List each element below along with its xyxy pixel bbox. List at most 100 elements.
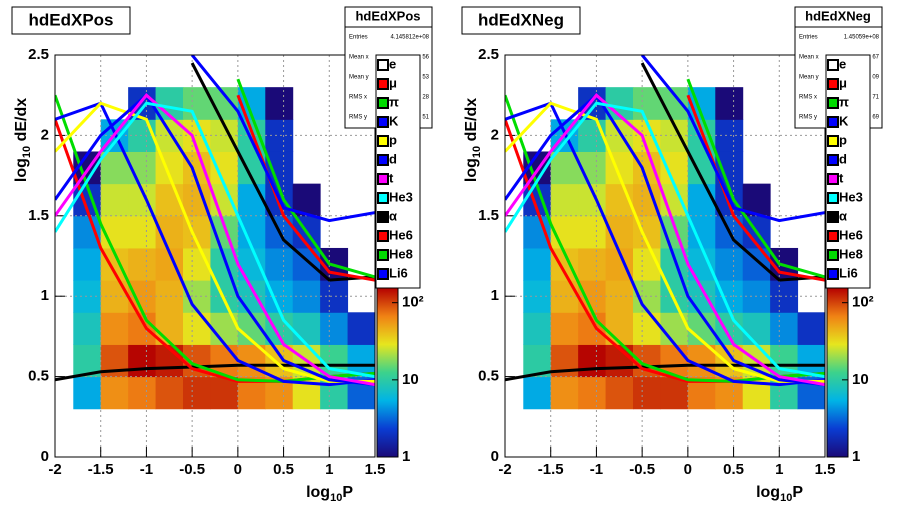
y-tick-label: 2.5 [478,46,499,63]
stats-label: RMS x [799,95,817,101]
x-tick-label: -0.5 [179,461,205,478]
legend-label: e [839,56,846,71]
legend-label: He8 [389,246,413,261]
x-axis-label-part: P [342,484,353,501]
heat-cell [550,280,579,313]
heat-cell [155,280,184,313]
heat-cell [73,247,102,281]
curve [190,55,375,223]
x-tick-label: -1 [140,461,153,478]
heat-cell [770,280,799,313]
heat-cell [523,280,552,313]
y-axis-label-part: 10 [21,146,33,158]
legend-marker [377,268,389,280]
heat-cell [183,312,211,345]
heat-cell [742,312,771,345]
legend-label: π [839,94,849,109]
y-tick-label: 1 [41,287,49,304]
heat-cell [715,247,744,281]
legend-marker [377,211,389,223]
heat-cell [237,183,266,217]
y-axis-label-part: dE/dx [463,98,480,146]
heat-cell [578,312,607,345]
legend-marker [377,116,389,128]
curve [55,101,375,379]
curve [190,62,375,282]
curve [505,101,825,383]
x-tick-label: -1.5 [88,461,114,478]
heat-cell [715,344,744,378]
heat-cell [128,344,157,378]
legend-marker [827,268,839,280]
stats-label: RMS y [349,115,367,121]
stats-value: 4.145812e+08 [390,35,429,41]
curve [55,93,375,387]
stats-value: 1.45059e+08 [844,35,880,41]
heat-cell [550,183,579,217]
heat-cell [578,376,607,410]
y-axis-label-part: dE/dx [13,98,30,146]
x-tick-label: 0.5 [273,461,294,478]
x-axis-label-part: 10 [780,492,792,504]
heat-cell [292,312,321,345]
x-axis-label-part: P [792,484,803,501]
curve [505,101,825,387]
legend-label: He8 [839,246,863,261]
heat-cell [523,376,552,410]
legend-label: p [839,132,847,147]
x-tick-label: -1.5 [538,461,564,478]
curve [505,93,825,387]
stats-value: 56 [422,55,429,61]
curve [55,101,375,387]
heat-cell [687,183,716,217]
heat-cell [100,376,129,410]
heat-cell [128,247,157,281]
x-tick-label: 1 [325,461,333,478]
legend-label: Li6 [839,265,858,280]
x-tick-label: 1 [775,461,783,478]
y-axis-label-part: log [13,158,30,182]
stats-label: Entries [799,35,818,41]
curve [505,363,825,382]
legend-label: He6 [839,227,863,242]
legend-marker [827,249,839,261]
heat-cell [265,247,294,281]
heat-cell [578,215,607,249]
heat-cell [605,376,634,410]
title-box [11,6,131,35]
y-axis-label: log10 dE/dx [13,98,33,182]
stats-value: 53 [422,75,429,81]
legend-marker [827,135,839,147]
heat-cell [100,312,129,345]
stats-label: Mean y [349,75,369,81]
heat-cell [155,376,184,410]
legend-marker [827,59,839,71]
x-axis-label: log10P [756,484,803,504]
stats-title: hdEdXNeg [805,8,871,23]
legend-label: μ [839,75,847,90]
x-tick-label: 1.5 [365,461,386,478]
x-tick-label: 0.5 [723,461,744,478]
legend-marker [827,154,839,166]
y-tick-label: 1 [491,287,499,304]
heat-cell [100,151,129,185]
heat-cell [523,312,552,345]
heat-cell [210,376,239,410]
x-tick-label: -2 [48,461,61,478]
x-tick-label: -0.5 [629,461,655,478]
legend-marker [827,78,839,90]
heat-cell [633,312,661,345]
heat-cell [100,183,129,217]
curve [686,78,825,279]
curve [505,92,825,387]
legend-marker [377,135,389,147]
heat-cell [183,376,211,410]
heat-cell [73,376,102,410]
legend-label: d [839,151,847,166]
legend-label: He3 [839,189,863,204]
x-tick-label: 0 [684,461,692,478]
heat-cell [265,87,294,120]
heat-cell [320,280,349,313]
curve [640,62,825,282]
